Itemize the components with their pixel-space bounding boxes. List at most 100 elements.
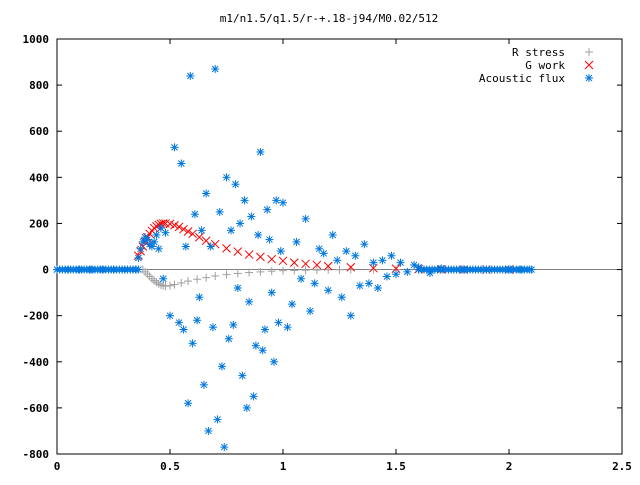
x-tick-label: 0 (54, 460, 61, 473)
acoustic-flux-point (254, 230, 263, 239)
r-stress-point (233, 269, 242, 278)
y-tick-label: 1000 (23, 33, 50, 46)
acoustic-flux-point (265, 235, 274, 244)
acoustic-flux-point (310, 279, 319, 288)
acoustic-flux-point (222, 173, 231, 182)
acoustic-flux-point (245, 297, 254, 306)
acoustic-flux-point (199, 380, 208, 389)
r-stress-point (222, 270, 231, 279)
acoustic-flux-point (206, 242, 215, 251)
r-stress-point (301, 266, 310, 275)
g-work-point (183, 227, 193, 236)
acoustic-flux-point (152, 230, 161, 239)
acoustic-flux-point (175, 318, 184, 327)
acoustic-flux-point (306, 307, 315, 316)
x-tick-label: 0.5 (160, 460, 180, 473)
acoustic-flux-point (154, 244, 163, 253)
acoustic-flux-point (283, 323, 292, 332)
acoustic-flux-point (247, 212, 256, 221)
acoustic-flux-point (525, 265, 534, 274)
x-tick-label: 2 (506, 460, 513, 473)
y-axis: 1000 800 600 400 200 0 -200 -400 -600 -800 (23, 33, 622, 461)
g-work-point (222, 243, 231, 253)
acoustic-flux-point (256, 147, 265, 156)
acoustic-flux-point (263, 205, 272, 214)
g-work-point (233, 247, 243, 256)
plot-marks (53, 64, 536, 452)
acoustic-flux-point (297, 274, 306, 283)
acoustic-flux-point (161, 228, 170, 237)
y-tick-label: 800 (29, 79, 49, 92)
r-stress-point (256, 267, 265, 276)
acoustic-flux-point (227, 226, 236, 235)
acoustic-flux-point (150, 237, 159, 246)
g-work-point (289, 258, 299, 267)
acoustic-flux-point (197, 226, 206, 235)
g-work-point (179, 224, 188, 234)
acoustic-flux-point (170, 143, 179, 152)
acoustic-flux-point (224, 334, 233, 343)
acoustic-flux-point (333, 256, 342, 265)
acoustic-flux-point (292, 237, 301, 246)
acoustic-flux-point (159, 274, 168, 283)
r-stress-point (312, 266, 321, 275)
acoustic-flux-point (186, 71, 195, 80)
y-tick-label: -800 (23, 448, 50, 461)
acoustic-flux-point (249, 392, 258, 401)
acoustic-flux-point (238, 371, 247, 380)
acoustic-flux-point (373, 284, 382, 292)
acoustic-flux-point (188, 339, 197, 348)
g-work-point (267, 254, 277, 264)
y-tick-label: 0 (42, 264, 49, 277)
g-work-point (244, 250, 254, 259)
acoustic-flux-point (229, 320, 238, 329)
acoustic-flux-point (403, 267, 412, 276)
legend-label: R stress (512, 46, 565, 59)
g-work-point (256, 252, 265, 262)
r-stress-point (267, 267, 276, 276)
r-stress-point (177, 278, 186, 287)
y-tick-label: 400 (29, 171, 49, 184)
legend-marker (585, 48, 593, 56)
acoustic-flux-point (190, 210, 199, 219)
r-stress-point (245, 268, 254, 277)
acoustic-flux-point (387, 251, 396, 260)
acoustic-flux-point (181, 242, 190, 251)
acoustic-flux-point (272, 196, 281, 205)
chart-title: m1/n1.5/q1.5/r-+.18-j94/M0.02/512 (220, 12, 439, 25)
acoustic-flux-point (134, 265, 143, 274)
g-work-point (278, 256, 288, 266)
g-work-point (312, 260, 322, 270)
acoustic-flux-point (269, 357, 278, 366)
acoustic-flux-point (324, 286, 333, 295)
x-tick-label: 2.5 (612, 460, 632, 473)
acoustic-flux-point (355, 281, 364, 290)
acoustic-flux-point (351, 251, 360, 260)
g-work-point (323, 261, 333, 271)
acoustic-flux-point (382, 272, 391, 281)
acoustic-flux-point (213, 415, 222, 424)
x-tick-label: 1.5 (386, 460, 406, 473)
acoustic-flux-point (195, 293, 204, 302)
acoustic-flux-point (231, 180, 240, 189)
r-stress-point (335, 265, 344, 274)
acoustic-flux-point (193, 316, 202, 325)
acoustic-flux-point (342, 247, 351, 256)
acoustic-flux-point (328, 230, 337, 239)
acoustic-flux-point (211, 64, 220, 73)
acoustic-flux-point (166, 311, 174, 320)
acoustic-flux-point (240, 196, 249, 205)
acoustic-flux-point (288, 300, 297, 309)
acoustic-flux-point (392, 270, 400, 279)
acoustic-flux-point (346, 311, 355, 320)
legend-label: G work (525, 59, 565, 72)
g-work-point (201, 236, 211, 246)
g-work-point (301, 259, 310, 269)
acoustic-flux-point (396, 258, 405, 267)
g-work-point (188, 229, 197, 239)
acoustic-flux-point (202, 189, 211, 198)
g-work-point (195, 232, 204, 242)
r-stress-point (290, 266, 299, 275)
